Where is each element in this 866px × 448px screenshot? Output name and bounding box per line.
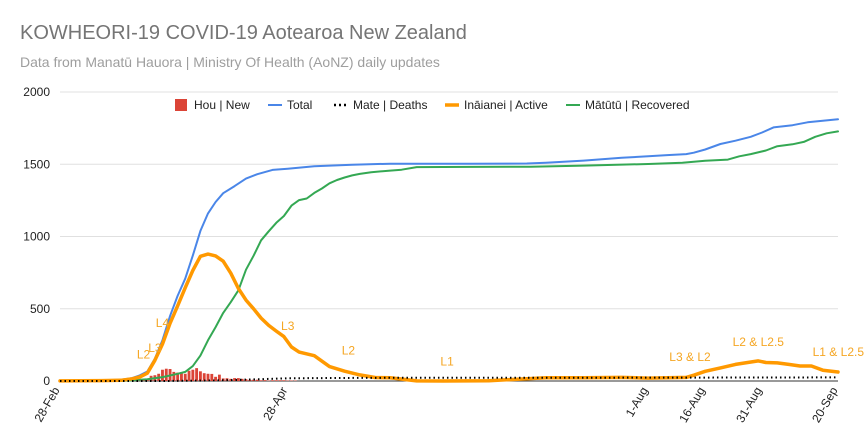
y-tick-label: 1500	[23, 157, 50, 171]
legend-label: Mate | Deaths	[353, 98, 427, 112]
y-tick-label: 500	[30, 302, 50, 316]
alert-level-label: L3 & L2	[669, 350, 711, 364]
new-cases-bar	[210, 373, 214, 381]
x-tick-label: 20-Sep	[809, 384, 841, 425]
series-line-deaths	[60, 376, 839, 382]
new-cases-bar	[271, 380, 274, 381]
x-tick-label: 1-Aug	[623, 385, 651, 420]
new-cases-bar	[176, 372, 180, 381]
legend-swatch	[175, 99, 187, 111]
new-cases-bar	[233, 378, 236, 381]
new-cases-bar	[172, 371, 176, 381]
legend-label: Mātūtū | Recovered	[585, 98, 690, 112]
new-cases-bar	[206, 373, 210, 381]
new-cases-bar	[183, 373, 187, 381]
legend-label: Total	[287, 98, 312, 112]
legend-item-total: Total	[268, 98, 312, 112]
new-cases-bar	[214, 376, 218, 381]
new-cases-bar	[198, 371, 202, 381]
alert-level-label: L3	[148, 341, 162, 355]
new-cases-bar	[187, 370, 191, 381]
new-cases-bar	[161, 369, 164, 381]
y-tick-label: 2000	[23, 85, 50, 99]
new-cases-bar	[240, 378, 244, 381]
legend-item-deaths: Mate | Deaths	[334, 98, 427, 112]
new-cases-bar	[217, 374, 221, 381]
new-cases-bar	[202, 373, 206, 381]
x-tick-label: 28-Feb	[31, 384, 62, 424]
alert-level-label: L3	[281, 319, 295, 333]
new-cases-bar	[274, 380, 278, 381]
new-cases-bar	[255, 379, 259, 381]
new-cases-bar	[180, 372, 183, 381]
x-axis: 28-Feb 28-Apr 1-Aug 16-Aug 31-Aug 20-Sep	[31, 384, 840, 425]
grid	[60, 91, 838, 382]
legend-item-new: Hou | New	[175, 98, 250, 112]
new-cases-bar	[229, 378, 233, 381]
legend-label: Hou | New	[194, 98, 250, 112]
new-cases-bar	[278, 380, 282, 381]
alert-level-label: L2	[342, 344, 356, 358]
series-line-recovered	[59, 130, 839, 382]
alert-level-label: L2	[137, 347, 151, 361]
new-cases-bar	[259, 380, 263, 381]
series-lines	[58, 118, 840, 383]
x-tick-label: 31-Aug	[733, 385, 764, 426]
alert-level-label: L1	[440, 354, 454, 368]
chart-title: KOWHEORI-19 COVID-19 Aotearoa New Zealan…	[20, 22, 467, 44]
new-cases-bar	[195, 368, 199, 381]
y-axis: 0 500 1000 1500 2000	[23, 85, 50, 388]
new-cases-bar	[282, 380, 286, 381]
alert-level-label: L2 & L2.5	[733, 335, 785, 349]
alert-level-label: L1 & L2.5	[813, 345, 865, 359]
legend-label: Ināianei | Active	[464, 98, 548, 112]
new-cases-bar	[236, 378, 240, 381]
new-cases-bar	[263, 380, 267, 381]
new-cases-bar	[164, 368, 168, 381]
legend-item-active: Ināianei | Active	[445, 98, 548, 112]
y-tick-label: 0	[43, 374, 50, 388]
new-cases-bar	[191, 369, 195, 381]
legend: Hou | New Total Mate | Deaths Ināianei | Ac…	[175, 98, 690, 112]
x-tick-label: 28-Apr	[260, 385, 290, 423]
chart-subtitle: Data from Manatū Hauora | Ministry Of He…	[20, 54, 440, 70]
x-tick-label: 16-Aug	[676, 385, 707, 426]
y-tick-label: 1000	[23, 230, 50, 244]
alert-level-label: L4	[156, 316, 170, 330]
series-line-active	[58, 252, 840, 383]
legend-item-recovered: Mātūtū | Recovered	[566, 98, 690, 112]
series-line-total	[59, 118, 839, 382]
